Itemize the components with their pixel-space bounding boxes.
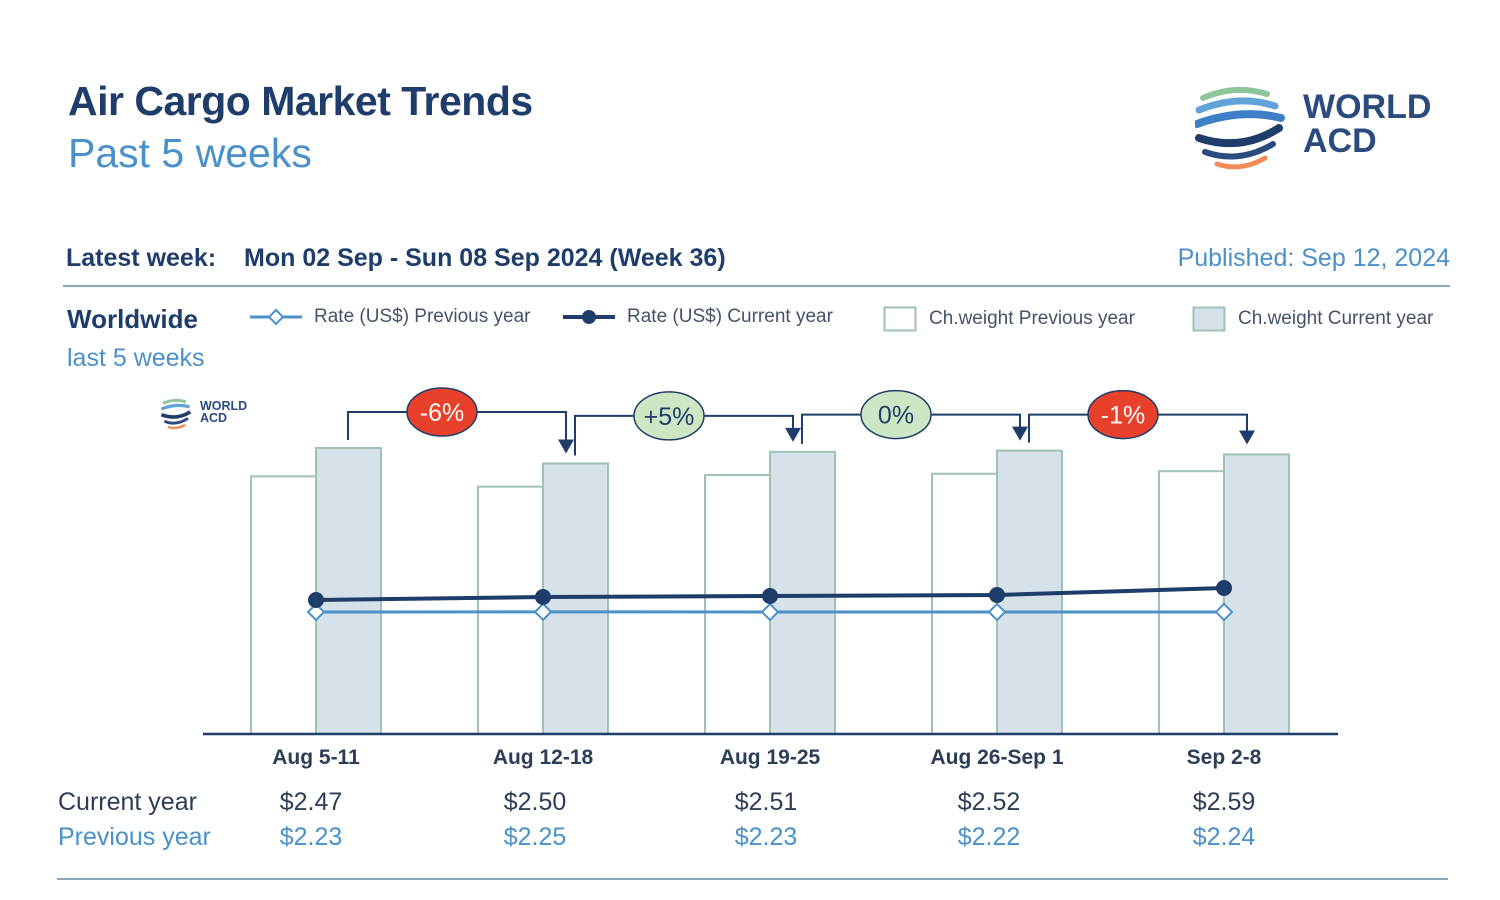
page-title: Air Cargo Market Trends — [68, 78, 533, 124]
white-box-icon — [883, 306, 917, 332]
category-label-3: Aug 19-25 — [720, 746, 821, 769]
legend-rate-current: Rate (US$) Current year — [563, 306, 833, 328]
bar-weight-previous-2 — [477, 485, 544, 735]
bar-weight-current-3 — [769, 450, 836, 735]
published-date: Published: Sep 12, 2024 — [1177, 244, 1450, 272]
change-label-3: 0% — [878, 402, 914, 430]
rate-current-value-4: $2.52 — [957, 788, 1021, 816]
change-badge-2 — [633, 391, 705, 441]
change-label-1: -6% — [420, 399, 464, 427]
bar-weight-current-1 — [315, 447, 382, 735]
bar-weight-previous-1 — [250, 475, 317, 735]
point-rate-previous-5 — [1214, 602, 1234, 622]
current-year-label: Current year — [58, 788, 197, 816]
point-rate-previous-3 — [760, 602, 780, 622]
line-dot-icon — [563, 310, 615, 324]
rate-current-value-1: $2.47 — [279, 788, 343, 816]
mini-logo-word-2: ACD — [200, 411, 228, 425]
region-name: Worldwide — [67, 304, 198, 334]
rate-previous-value-5: $2.24 — [1192, 823, 1256, 851]
week-change-1: -6% — [347, 387, 574, 454]
logo-word-1: WORLD — [1303, 88, 1432, 126]
point-rate-previous-1 — [306, 602, 326, 622]
latest-week-value: Mon 02 Sep - Sun 08 Sep 2024 (Week 36) — [244, 244, 726, 272]
line-diamond-icon — [250, 308, 302, 326]
point-rate-current-3 — [762, 588, 778, 604]
page-subtitle: Past 5 weeks — [68, 130, 312, 176]
latest-week-label: Latest week: — [66, 244, 217, 272]
logo-word-2: ACD — [1303, 122, 1377, 160]
legend-weight-current: Ch.weight Current year — [1192, 306, 1433, 332]
change-badge-1 — [406, 387, 478, 437]
blue-box-icon — [1192, 306, 1226, 332]
rate-previous-value-2: $2.25 — [503, 823, 567, 851]
header-divider — [63, 285, 1450, 287]
rate-previous-value-4: $2.22 — [957, 823, 1021, 851]
point-rate-current-4 — [989, 587, 1005, 603]
bar-weight-previous-3 — [704, 474, 771, 735]
world-acd-logo: WORLD ACD — [1195, 80, 1455, 180]
point-rate-current-1 — [308, 592, 324, 608]
bar-weight-current-5 — [1223, 453, 1290, 735]
region-period: last 5 weeks — [67, 344, 205, 372]
arrow-down-icon — [1012, 426, 1028, 441]
category-label-5: Sep 2-8 — [1187, 746, 1262, 769]
rate-current-value-5: $2.59 — [1192, 788, 1256, 816]
legend-label: Ch.weight Current year — [1238, 308, 1434, 329]
legend-rate-previous: Rate (US$) Previous year — [250, 306, 530, 328]
globe-swoosh-icon — [160, 398, 192, 430]
change-badge-4 — [1087, 389, 1159, 440]
previous-year-label: Previous year — [58, 823, 211, 851]
arrow-down-icon — [558, 439, 574, 454]
category-label-1: Aug 5-11 — [272, 746, 360, 769]
legend-weight-previous: Ch.weight Previous year — [883, 306, 1135, 332]
rate-current-value-2: $2.50 — [503, 788, 567, 816]
point-rate-previous-4 — [987, 602, 1007, 622]
week-change-2: +5% — [574, 391, 801, 456]
arrow-down-icon — [785, 427, 801, 442]
point-rate-current-2 — [535, 589, 551, 605]
globe-swoosh-icon — [1195, 86, 1285, 170]
legend-label: Rate (US$) Current year — [627, 306, 833, 327]
week-change-4: -1% — [1028, 389, 1255, 445]
legend-label: Ch.weight Previous year — [929, 308, 1135, 329]
change-label-4: -1% — [1101, 402, 1145, 430]
mini-logo-word-1: WORLD — [200, 399, 248, 413]
week-change-3: 0% — [801, 389, 1028, 444]
point-rate-current-5 — [1216, 580, 1232, 596]
footer-divider — [57, 878, 1448, 880]
rate-previous-value-3: $2.23 — [734, 823, 798, 851]
chart-watermark-logo: WORLD ACD — [158, 396, 258, 432]
bar-weight-previous-5 — [1158, 470, 1225, 735]
bar-weight-previous-4 — [931, 472, 998, 735]
legend-label: Rate (US$) Previous year — [314, 306, 531, 327]
arrow-down-icon — [1239, 430, 1255, 445]
change-label-2: +5% — [644, 403, 695, 431]
point-rate-previous-2 — [533, 602, 553, 622]
rate-current-value-3: $2.51 — [734, 788, 798, 816]
category-label-4: Aug 26-Sep 1 — [930, 746, 1063, 769]
rate-previous-value-1: $2.23 — [279, 823, 343, 851]
change-badge-3 — [860, 389, 932, 440]
category-label-2: Aug 12-18 — [493, 746, 594, 769]
